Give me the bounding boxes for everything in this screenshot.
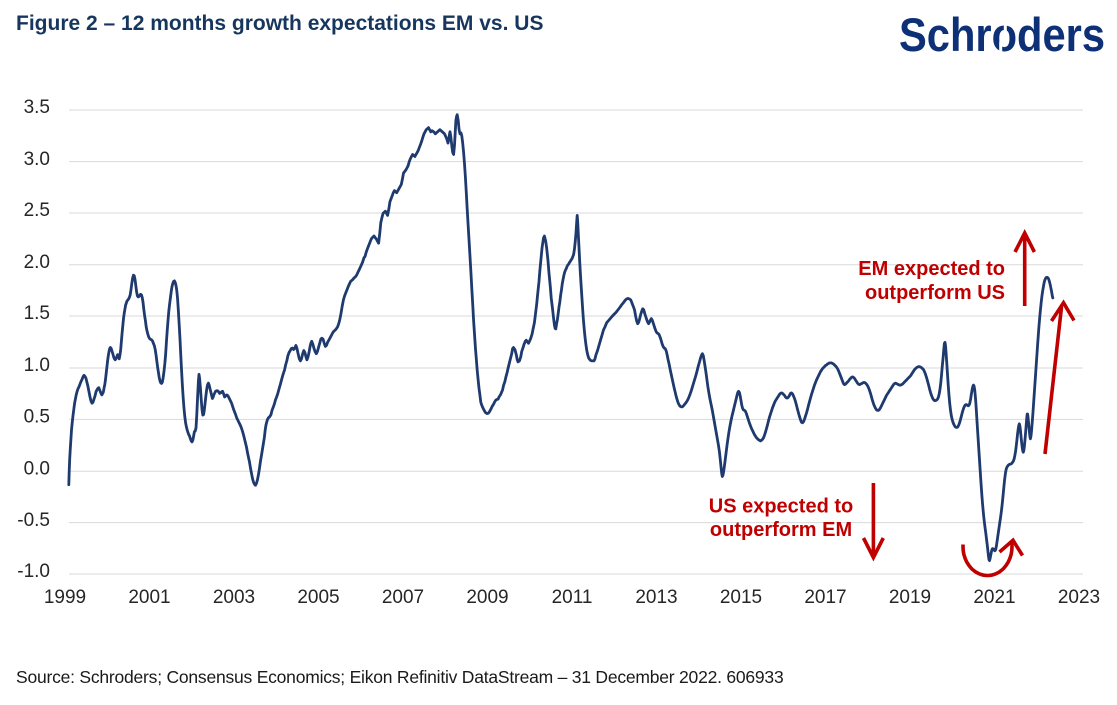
svg-text:2005: 2005 <box>297 587 339 608</box>
svg-text:2007: 2007 <box>382 587 424 608</box>
svg-text:2023: 2023 <box>1058 587 1100 608</box>
svg-text:2013: 2013 <box>635 587 677 608</box>
svg-text:-1.0: -1.0 <box>17 561 50 582</box>
svg-text:2011: 2011 <box>552 587 593 608</box>
svg-text:0.0: 0.0 <box>24 459 50 480</box>
svg-text:2021: 2021 <box>973 587 1015 608</box>
svg-text:0.5: 0.5 <box>24 407 50 428</box>
svg-text:outperform US: outperform US <box>865 282 1005 304</box>
svg-text:2017: 2017 <box>804 587 846 608</box>
svg-text:-0.5: -0.5 <box>17 510 50 531</box>
svg-text:2.0: 2.0 <box>24 252 50 273</box>
svg-text:2001: 2001 <box>128 587 170 608</box>
svg-text:1.0: 1.0 <box>24 355 50 376</box>
svg-text:2019: 2019 <box>889 587 931 608</box>
svg-text:EM expected to: EM expected to <box>858 258 1005 280</box>
svg-text:2.5: 2.5 <box>24 200 50 221</box>
svg-text:outperform EM: outperform EM <box>710 519 852 541</box>
svg-text:2015: 2015 <box>720 587 762 608</box>
svg-text:3.0: 3.0 <box>24 149 50 170</box>
svg-text:1999: 1999 <box>44 587 86 608</box>
svg-text:3.5: 3.5 <box>24 97 50 118</box>
svg-text:Schroders: Schroders <box>899 8 1105 60</box>
svg-text:2003: 2003 <box>213 587 255 608</box>
svg-text:2009: 2009 <box>466 587 508 608</box>
svg-text:US expected to: US expected to <box>709 496 853 518</box>
svg-text:1.5: 1.5 <box>24 303 50 324</box>
